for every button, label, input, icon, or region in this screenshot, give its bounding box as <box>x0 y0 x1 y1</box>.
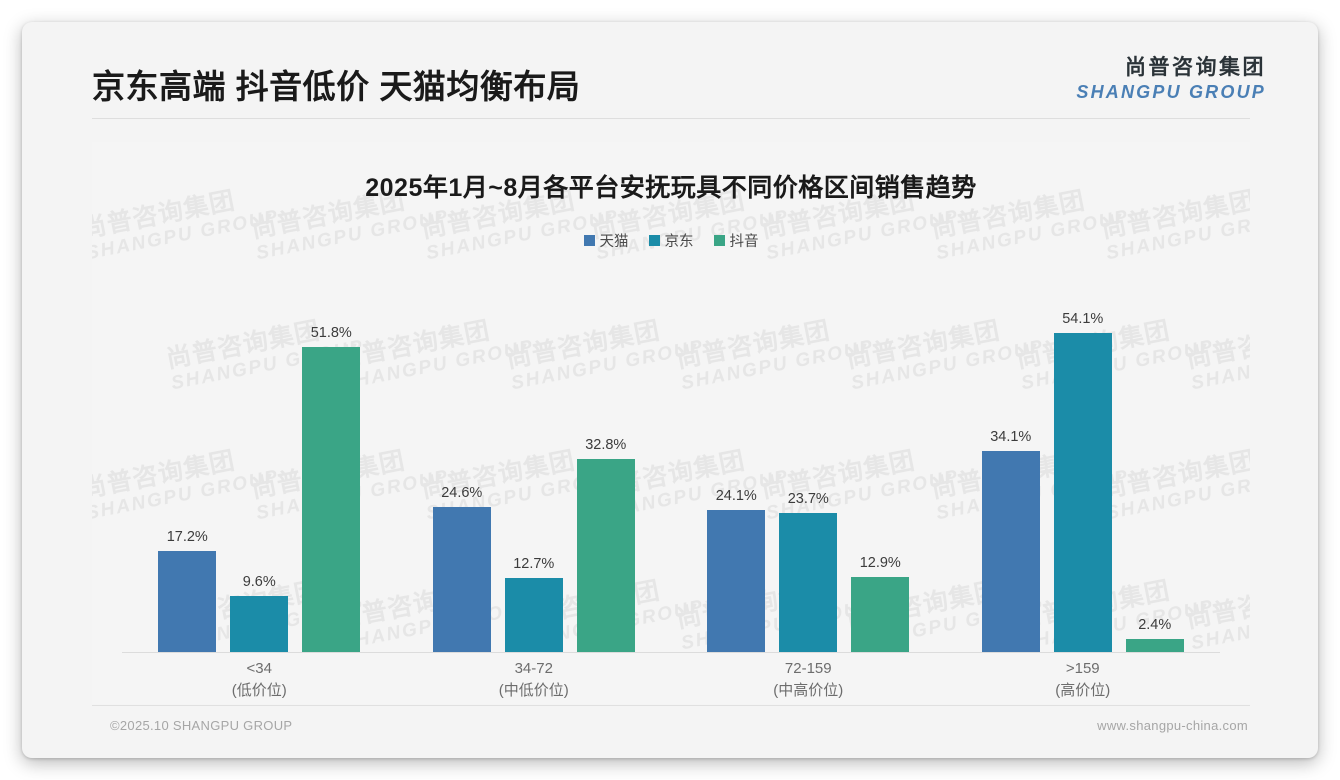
footer-divider <box>92 705 1250 706</box>
legend-label-jd: 京东 <box>664 234 694 250</box>
legend-item-tmall[interactable]: 天猫 <box>583 230 629 251</box>
chart-plot-area: 17.2% 9.6% 51.8% 24.6% 12.7% 32.8% 24.1% 23.7% 1… <box>122 272 1220 653</box>
x-axis-labels: <34 (低价位) 34-72 (中低价位) 72-159 (中高价位) >159 (高价位) <box>122 658 1220 702</box>
bar-value-label: 51.8% <box>310 325 352 341</box>
bar-value-label: 54.1% <box>1062 311 1104 327</box>
x-axis-label-range: 72-159 <box>784 660 832 677</box>
slide-header: 京东高端 抖音低价 天猫均衡布局 尚普咨询集团 SHANGPU GROUP <box>22 22 1318 118</box>
bar[interactable] <box>851 577 910 653</box>
bar-value-label: 12.9% <box>859 555 901 571</box>
x-axis-label-tier: (中高价位) <box>773 681 844 699</box>
bar-item[interactable]: 9.6% <box>230 272 289 653</box>
legend-label-tmall: 天猫 <box>599 234 629 250</box>
legend-swatch-douyin <box>713 235 725 246</box>
bar-item[interactable]: 24.1% <box>707 272 766 653</box>
bar-value-label: 34.1% <box>990 429 1032 445</box>
x-axis-label-range: <34 <box>246 660 272 677</box>
bar[interactable] <box>302 347 361 653</box>
bar-value-label: 23.7% <box>787 491 829 507</box>
legend-swatch-tmall <box>583 235 595 246</box>
bar-item[interactable]: 34.1% <box>981 272 1040 653</box>
bar-value-label: 32.8% <box>585 437 627 453</box>
x-axis-label-range: >159 <box>1065 660 1100 677</box>
bar-value-label: 9.6% <box>242 574 276 590</box>
footer-copyright: ©2025.10 SHANGPU GROUP <box>110 718 293 733</box>
bar[interactable] <box>1125 639 1184 653</box>
logo-text-en: SHANGPU GROUP <box>1076 82 1266 102</box>
bar-item[interactable]: 12.7% <box>504 272 563 653</box>
chart-legend: 天猫 京东 抖音 <box>92 230 1250 251</box>
x-axis-label-tier: (中低价位) <box>498 681 569 699</box>
legend-label-douyin: 抖音 <box>729 234 759 250</box>
bar-value-label: 24.6% <box>441 485 483 501</box>
bar-item[interactable]: 12.9% <box>851 272 910 653</box>
bar-group: 34.1% 54.1% 2.4% <box>946 272 1221 653</box>
bar-value-label: 12.7% <box>513 556 555 572</box>
bar-item[interactable]: 23.7% <box>779 272 838 653</box>
chart-container: 尚普咨询集团 SHANGPU GROUP 尚普咨询集团 SHANGPU GROUP 尚普… <box>92 142 1250 704</box>
bar[interactable] <box>432 507 491 653</box>
bar-groups: 17.2% 9.6% 51.8% 24.6% 12.7% 32.8% 24.1% 23.7% 1… <box>122 272 1220 653</box>
company-logo: 尚普咨询集团 SHANGPU GROUP <box>1076 57 1266 101</box>
x-axis-line <box>122 652 1220 653</box>
x-axis-label: <34 (低价位) <box>122 658 397 702</box>
bar-item[interactable]: 32.8% <box>576 272 635 653</box>
bar[interactable] <box>779 513 838 653</box>
bar-item[interactable]: 2.4% <box>1125 272 1184 653</box>
bar-group: 24.6% 12.7% 32.8% <box>397 272 672 653</box>
bar[interactable] <box>1053 333 1112 653</box>
legend-swatch-jd <box>648 235 660 246</box>
bar-item[interactable]: 51.8% <box>302 272 361 653</box>
bar-value-label: 2.4% <box>1138 617 1172 633</box>
slide-canvas: 京东高端 抖音低价 天猫均衡布局 尚普咨询集团 SHANGPU GROUP 尚普… <box>22 22 1318 758</box>
x-axis-label: 72-159 (中高价位) <box>671 658 946 702</box>
bar-group: 24.1% 23.7% 12.9% <box>671 272 946 653</box>
legend-item-douyin[interactable]: 抖音 <box>713 230 759 251</box>
legend-item-jd[interactable]: 京东 <box>648 230 694 251</box>
bar-group: 17.2% 9.6% 51.8% <box>122 272 397 653</box>
logo-text-cn: 尚普咨询集团 <box>1125 56 1266 79</box>
bar-value-label: 17.2% <box>166 529 208 545</box>
bar-item[interactable]: 54.1% <box>1053 272 1112 653</box>
x-axis-label-tier: (低价位) <box>231 681 287 699</box>
bar[interactable] <box>504 578 563 653</box>
x-axis-label: 34-72 (中低价位) <box>397 658 672 702</box>
x-axis-label-tier: (高价位) <box>1055 681 1111 699</box>
chart-title: 2025年1月~8月各平台安抚玩具不同价格区间销售趋势 <box>365 174 977 202</box>
bar[interactable] <box>576 459 635 653</box>
page-title: 京东高端 抖音低价 天猫均衡布局 <box>92 68 581 105</box>
bar-value-label: 24.1% <box>715 488 757 504</box>
x-axis-label-range: 34-72 <box>514 660 553 677</box>
bar[interactable] <box>707 510 766 653</box>
bar[interactable] <box>230 596 289 653</box>
header-divider <box>92 118 1250 119</box>
x-axis-label: >159 (高价位) <box>946 658 1221 702</box>
bar[interactable] <box>981 451 1040 653</box>
footer-website[interactable]: www.shangpu-china.com <box>1097 718 1248 733</box>
bar-item[interactable]: 24.6% <box>432 272 491 653</box>
bar-item[interactable]: 17.2% <box>158 272 217 653</box>
bar[interactable] <box>158 551 217 653</box>
